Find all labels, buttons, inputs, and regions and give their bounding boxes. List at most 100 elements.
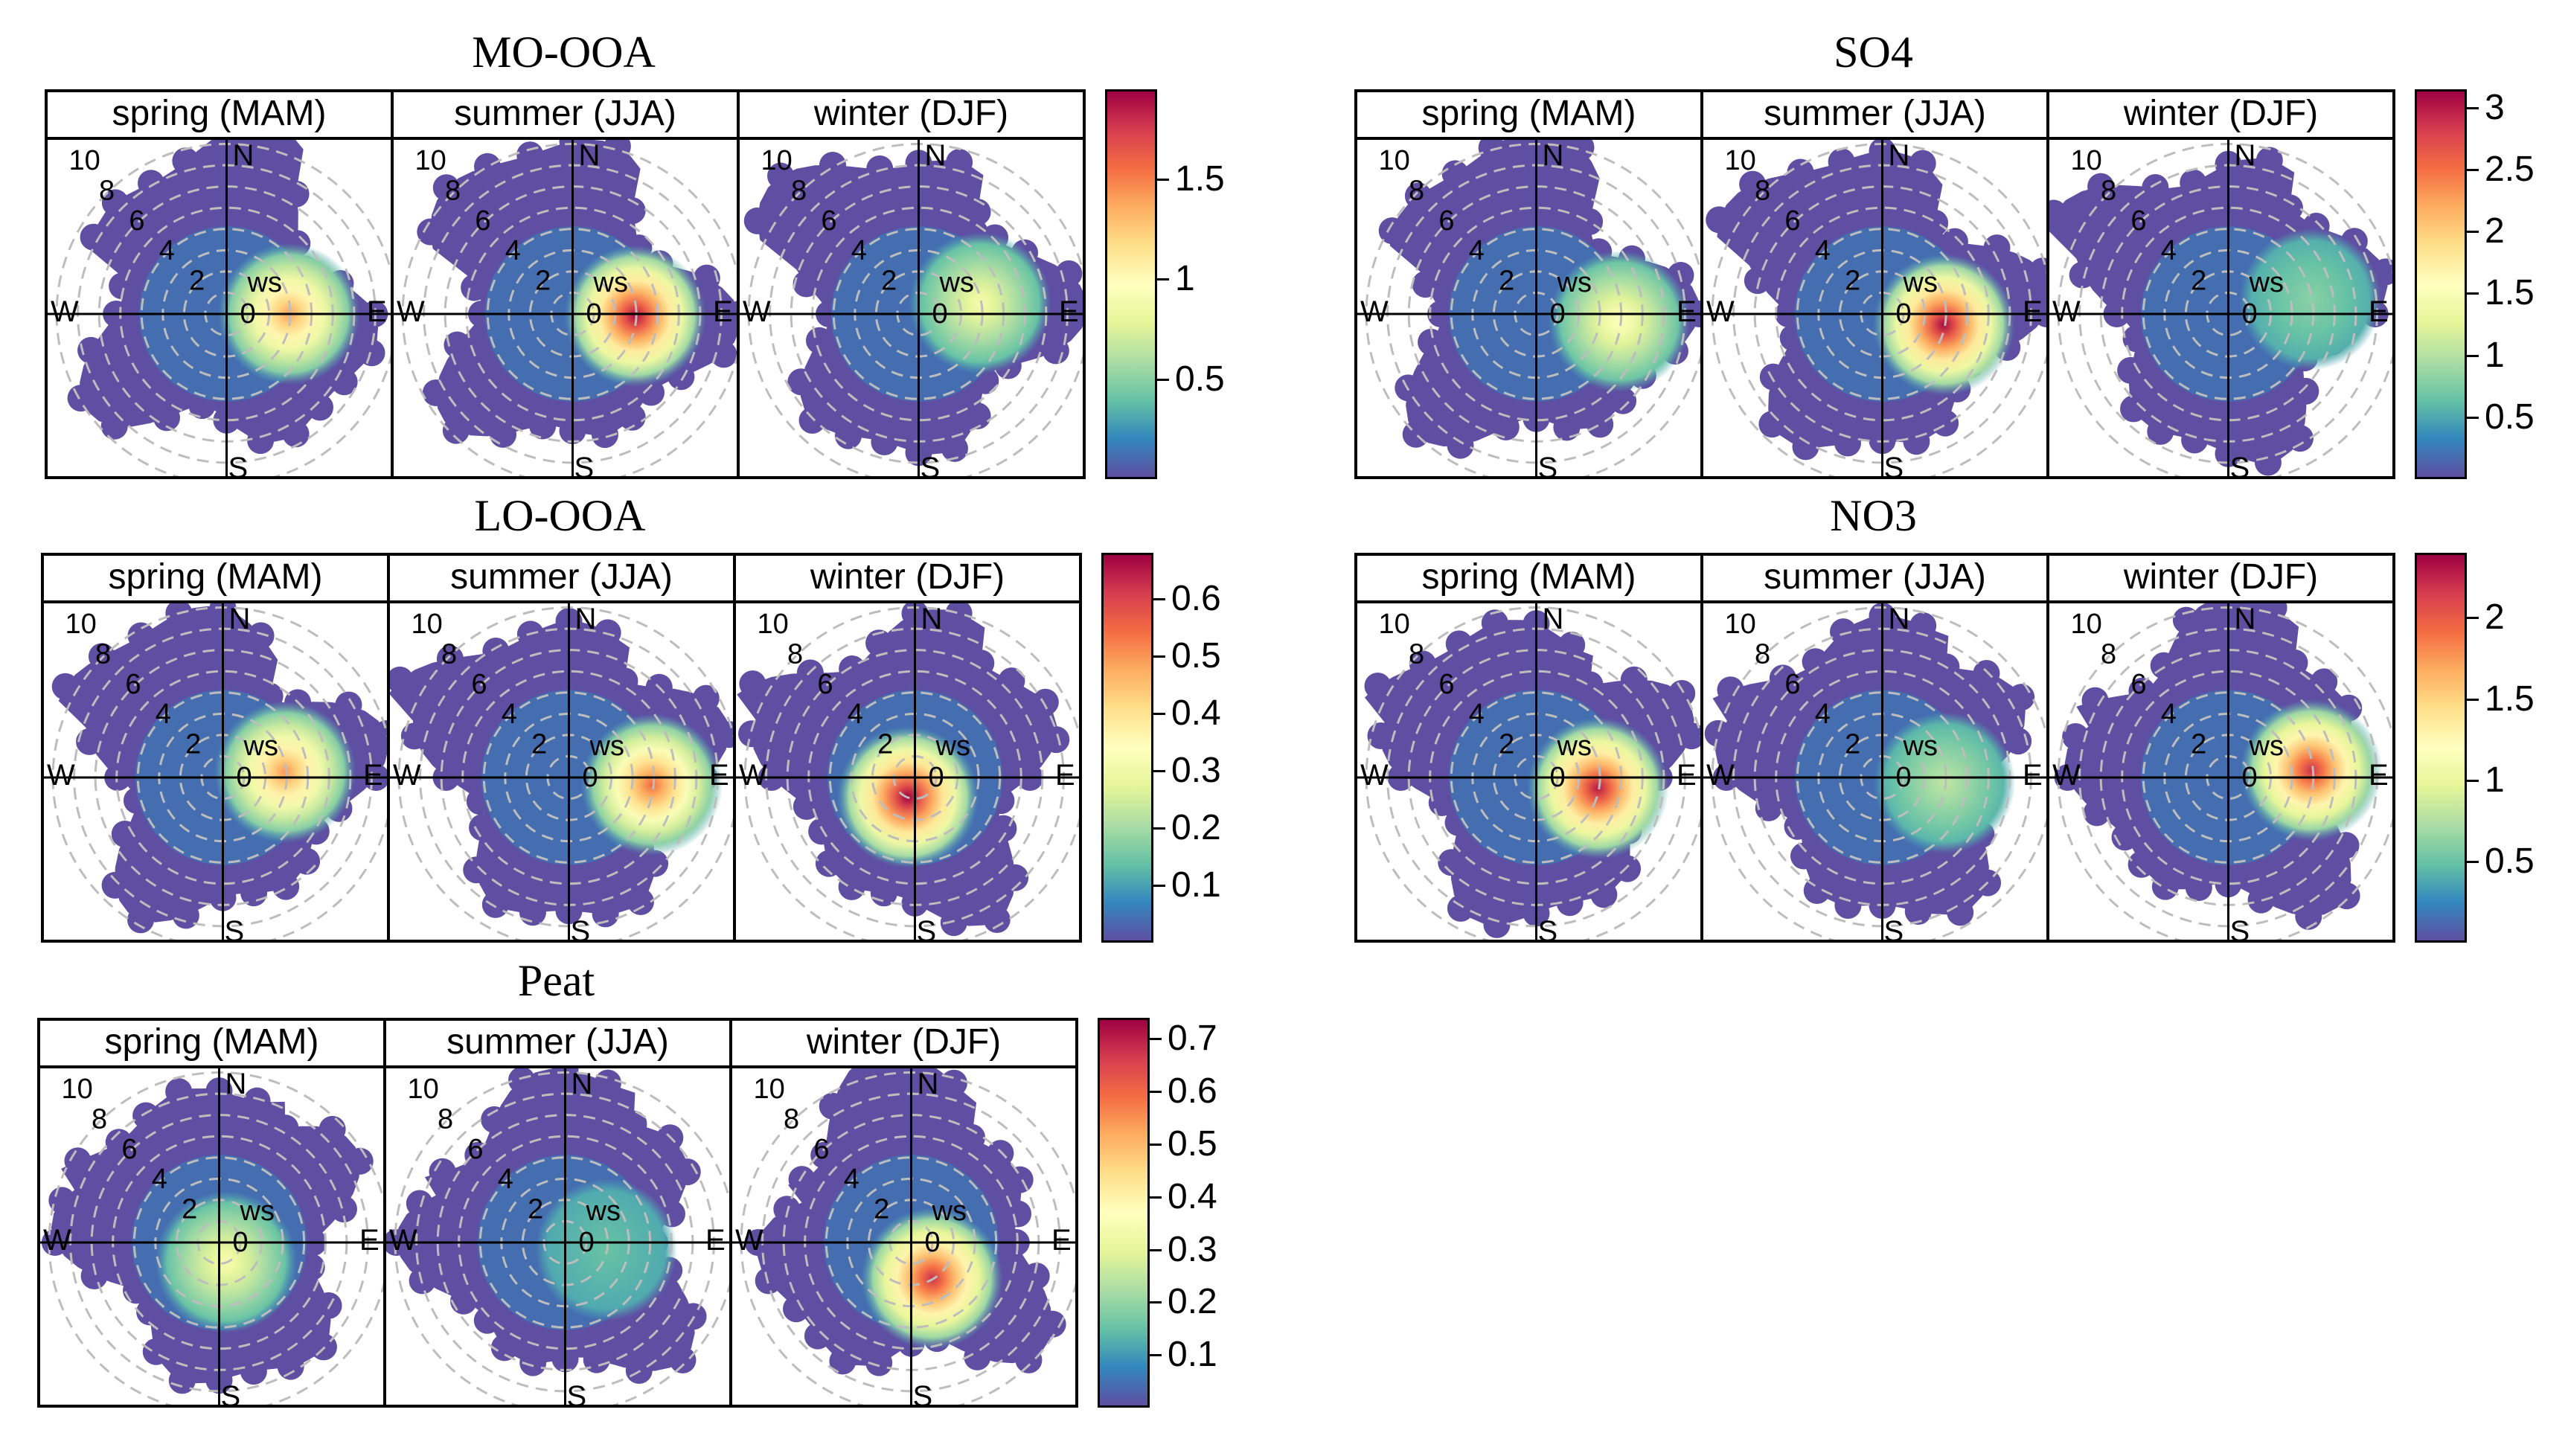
surface-cell bbox=[358, 339, 385, 367]
surface-cell bbox=[390, 666, 414, 693]
colorbar-tick-label: 0.2 bbox=[1171, 807, 1221, 847]
surface-cell bbox=[1022, 1263, 1050, 1290]
surface-cell bbox=[153, 404, 180, 432]
ws-tick-label: 2 bbox=[1499, 266, 1514, 297]
surface-cell bbox=[805, 327, 833, 354]
direction-label-e: E bbox=[1051, 1224, 1072, 1257]
polar-plot: NESW02468101214ws bbox=[1357, 140, 1700, 476]
surface-cell bbox=[1614, 855, 1642, 882]
hotspot bbox=[1527, 717, 1669, 859]
surface-cell bbox=[442, 417, 470, 444]
surface-cell bbox=[1006, 1166, 1034, 1193]
surface-cell bbox=[618, 403, 646, 431]
surface-cell bbox=[400, 722, 428, 750]
panel-strip-label: spring (MAM) bbox=[1354, 553, 1703, 603]
ws-tick-label: 0 bbox=[583, 762, 598, 793]
ws-tick-label: 8 bbox=[92, 1103, 107, 1135]
surface-cell bbox=[1755, 794, 1782, 821]
surface-cell bbox=[335, 691, 362, 719]
colorbar-tick-label: 1.5 bbox=[1175, 158, 1225, 199]
surface-cell bbox=[2120, 395, 2148, 423]
ws-tick-label: 10 bbox=[1379, 609, 1410, 640]
colorbar-tick-mark bbox=[2467, 292, 2479, 295]
surface-cell bbox=[77, 336, 105, 364]
polar-panel: NESW02468101214ws bbox=[383, 1065, 732, 1408]
ws-tick-label: 6 bbox=[1784, 669, 1800, 700]
ws-tick-label: 2 bbox=[182, 1194, 197, 1225]
direction-label-w: W bbox=[51, 295, 79, 328]
surface-cell bbox=[810, 1141, 838, 1169]
colorbar-tick-mark bbox=[1153, 827, 1165, 830]
surface-cell bbox=[1441, 160, 1469, 187]
surface-cell bbox=[1610, 387, 1637, 414]
surface-cell bbox=[1704, 719, 1732, 747]
chart-title: SO4 bbox=[1834, 28, 1913, 77]
polar-plot: NESW02468101214ws bbox=[44, 603, 387, 940]
surface-cell bbox=[277, 1353, 304, 1380]
surface-cell bbox=[243, 1087, 271, 1115]
direction-label-e: E bbox=[2369, 759, 2389, 792]
surface-cell bbox=[1445, 630, 1473, 658]
colorbar-tick-mark bbox=[2467, 106, 2479, 109]
colorbar-tick-label: 0.4 bbox=[1168, 1176, 1217, 1216]
ws-unit-label: ws bbox=[932, 1196, 967, 1227]
surface-cell bbox=[1909, 150, 1936, 177]
ws-tick-label: 2 bbox=[2191, 729, 2206, 760]
direction-label-w: W bbox=[1706, 295, 1735, 328]
surface-cell bbox=[1558, 631, 1586, 658]
direction-label-e: E bbox=[2023, 759, 2043, 792]
surface-cell bbox=[282, 420, 310, 448]
panel-strip-label: winter (DJF) bbox=[733, 553, 1082, 603]
surface-cell bbox=[738, 720, 766, 748]
ws-tick-label: 10 bbox=[1379, 145, 1410, 176]
hotspot bbox=[2240, 699, 2383, 841]
ws-tick-label: 0 bbox=[237, 762, 252, 793]
direction-label-n: N bbox=[575, 603, 597, 635]
surface-cell bbox=[798, 406, 826, 434]
panel-strip-label: spring (MAM) bbox=[45, 89, 394, 140]
ws-tick-label: 10 bbox=[761, 145, 793, 176]
polar-panel: NESW02468101214ws bbox=[1354, 137, 1703, 479]
surface-cell bbox=[2142, 174, 2169, 202]
surface-cell bbox=[958, 1123, 986, 1151]
surface-cell bbox=[482, 638, 510, 665]
direction-label-w: W bbox=[1706, 759, 1735, 792]
colorbar-tick-label: 0.5 bbox=[2485, 397, 2535, 437]
direction-label-e: E bbox=[1677, 295, 1697, 328]
surface-cell bbox=[1367, 722, 1395, 749]
surface-cell bbox=[490, 420, 517, 448]
ws-unit-label: ws bbox=[1903, 731, 1938, 762]
surface-cell bbox=[865, 629, 893, 657]
surface-cell bbox=[1983, 234, 2011, 262]
surface-cell bbox=[1447, 894, 1474, 922]
ws-tick-label: 4 bbox=[505, 235, 521, 266]
colorbar-tick-label: 0.7 bbox=[1168, 1019, 1217, 1059]
ws-tick-label: 2 bbox=[1845, 729, 1860, 760]
ws-tick-label: 10 bbox=[412, 609, 443, 640]
colorbar-tick-mark bbox=[1153, 597, 1165, 600]
surface-cell bbox=[172, 902, 199, 929]
polar-plot: NESW02468101214ws bbox=[1703, 603, 2046, 940]
panel-strip-label: summer (JJA) bbox=[383, 1018, 732, 1068]
ws-tick-label: 4 bbox=[851, 235, 867, 266]
surface-cell bbox=[529, 412, 557, 440]
ws-tick-label: 8 bbox=[1409, 638, 1424, 670]
ws-tick-label: 6 bbox=[121, 1134, 137, 1165]
hotspot bbox=[909, 232, 1051, 374]
surface-cell bbox=[1055, 260, 1083, 287]
surface-cell bbox=[2247, 886, 2275, 914]
surface-cell bbox=[2117, 356, 2145, 384]
surface-cell bbox=[865, 1349, 893, 1376]
surface-cell bbox=[1834, 429, 1862, 457]
direction-label-s: S bbox=[917, 915, 937, 943]
ws-tick-label: 12 bbox=[1357, 140, 1380, 147]
surface-cell bbox=[693, 264, 720, 292]
direction-label-w: W bbox=[2052, 295, 2081, 328]
ws-tick-label: 12 bbox=[386, 1068, 409, 1075]
direction-label-n: N bbox=[225, 1068, 247, 1100]
ws-tick-label: 2 bbox=[531, 729, 547, 760]
ws-tick-label: 4 bbox=[1815, 235, 1831, 266]
panel-strip-label: summer (JJA) bbox=[387, 553, 736, 603]
surface-cell bbox=[307, 394, 334, 421]
ws-tick-label: 8 bbox=[99, 175, 115, 206]
